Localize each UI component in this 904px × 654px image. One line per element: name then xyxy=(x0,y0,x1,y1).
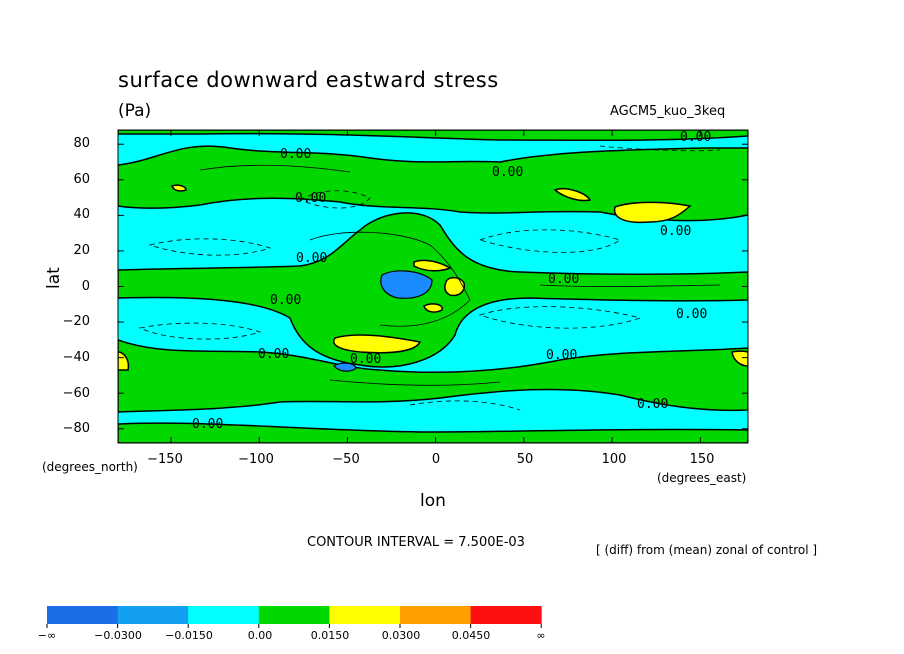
contour-label: 0.00 xyxy=(270,293,301,308)
negative-minimum-south-atlantic xyxy=(333,362,357,372)
colorbar-swatch xyxy=(47,606,119,624)
northern-positive-band xyxy=(118,145,748,222)
colorbar-swatch xyxy=(117,606,189,624)
colorbar-swatch xyxy=(258,606,330,624)
y-tick-label: 60 xyxy=(73,172,90,187)
x-tick-label: −100 xyxy=(238,452,274,467)
x-tick-label: −150 xyxy=(147,452,183,467)
model-label: AGCM5_kuo_3keq xyxy=(610,104,726,119)
dashed-contour-4 xyxy=(478,306,642,329)
dashed-contour-3 xyxy=(148,238,272,256)
contour-label: 0.00 xyxy=(295,191,326,206)
dashed-contour-6 xyxy=(599,145,721,152)
contour-label: 0.00 xyxy=(637,397,668,412)
diff-note: [ (diff) from (mean) zonal of control ] xyxy=(596,543,818,557)
y-tick-label: 40 xyxy=(73,207,90,222)
positive-maximum-northwest xyxy=(171,184,187,192)
positive-maximum-north-pacific xyxy=(613,201,692,224)
positive-maximum-tropics-south xyxy=(423,303,443,313)
colorbar-swatch xyxy=(400,606,472,624)
colorbar-label: −∞ xyxy=(37,629,57,642)
solid-contour-2 xyxy=(199,164,351,173)
y-axis-label: lat xyxy=(44,267,64,289)
dashed-contour-7 xyxy=(409,400,521,411)
y-tick-label: −60 xyxy=(62,386,90,401)
x-unit-label: (degrees_east) xyxy=(657,471,747,485)
x-tick-label: 50 xyxy=(516,452,534,467)
positive-maximum-equatorial xyxy=(444,276,466,297)
colorbar-swatch xyxy=(188,606,260,624)
y-tick-label: 0 xyxy=(81,279,90,294)
solid-contour-1 xyxy=(309,231,471,327)
y-tick-label: −20 xyxy=(62,314,90,329)
solid-contour-3 xyxy=(539,284,721,287)
contour-label: 0.00 xyxy=(350,352,381,367)
colorbar-label: 0.00 xyxy=(247,629,273,642)
y-tick-label: −40 xyxy=(62,350,90,365)
positive-maximum-south-atlantic xyxy=(333,334,422,354)
colorbar-swatch xyxy=(470,606,542,624)
x-axis-label: lon xyxy=(420,491,446,511)
contour-label: 0.00 xyxy=(546,348,577,363)
x-tick-label: 100 xyxy=(601,452,627,467)
contour-label: 0.00 xyxy=(548,272,579,287)
colorbar-label: 0.0150 xyxy=(310,629,350,642)
positive-maximum-north-east xyxy=(553,188,592,202)
antarctic-positive-band xyxy=(118,422,748,443)
contour-label: 0.00 xyxy=(680,130,711,145)
colorbar-label: 0.0300 xyxy=(381,629,421,642)
chart-units: (Pa) xyxy=(118,101,152,121)
contour-label: 0.00 xyxy=(676,307,707,322)
positive-maximum-west-edge xyxy=(118,351,130,371)
negative-minimum-equatorial xyxy=(380,270,433,299)
dashed-contour-5 xyxy=(138,322,262,340)
colorbar-label: −0.0300 xyxy=(94,629,142,642)
positive-maximum-east-edge xyxy=(731,350,748,367)
contour-label: 0.00 xyxy=(660,224,691,239)
southern-positive-band xyxy=(118,339,748,413)
chart-title: surface downward eastward stress xyxy=(118,68,499,92)
colorbar-swatch xyxy=(329,606,401,624)
contour-label: 0.00 xyxy=(296,251,327,266)
y-unit-label: (degrees_north) xyxy=(42,460,138,474)
colorbar xyxy=(46,606,542,628)
upper-arctic-band xyxy=(118,130,748,142)
x-tick-label: 0 xyxy=(431,452,441,467)
contour-label: 0.00 xyxy=(192,417,223,432)
y-tick-label: −80 xyxy=(62,421,90,436)
contour-label: 0.00 xyxy=(492,165,523,180)
colorbar-label: 0.0450 xyxy=(451,629,491,642)
solid-contour-4 xyxy=(329,379,501,386)
contour-label: 0.00 xyxy=(258,347,289,362)
dashed-contour-1 xyxy=(299,190,371,209)
colorbar-label: ∞ xyxy=(536,629,546,642)
colorbar-label: −0.0150 xyxy=(165,629,213,642)
equatorial-positive-band xyxy=(118,212,748,368)
x-tick-label: −50 xyxy=(332,452,360,467)
y-tick-label: 80 xyxy=(73,136,90,151)
positive-maximum-tropics-north xyxy=(413,259,452,272)
x-tick-label: 150 xyxy=(689,452,715,467)
y-tick-label: 20 xyxy=(73,243,90,258)
contour-label: 0.00 xyxy=(280,147,311,162)
contour-interval: CONTOUR INTERVAL = 7.500E-03 xyxy=(307,535,525,550)
